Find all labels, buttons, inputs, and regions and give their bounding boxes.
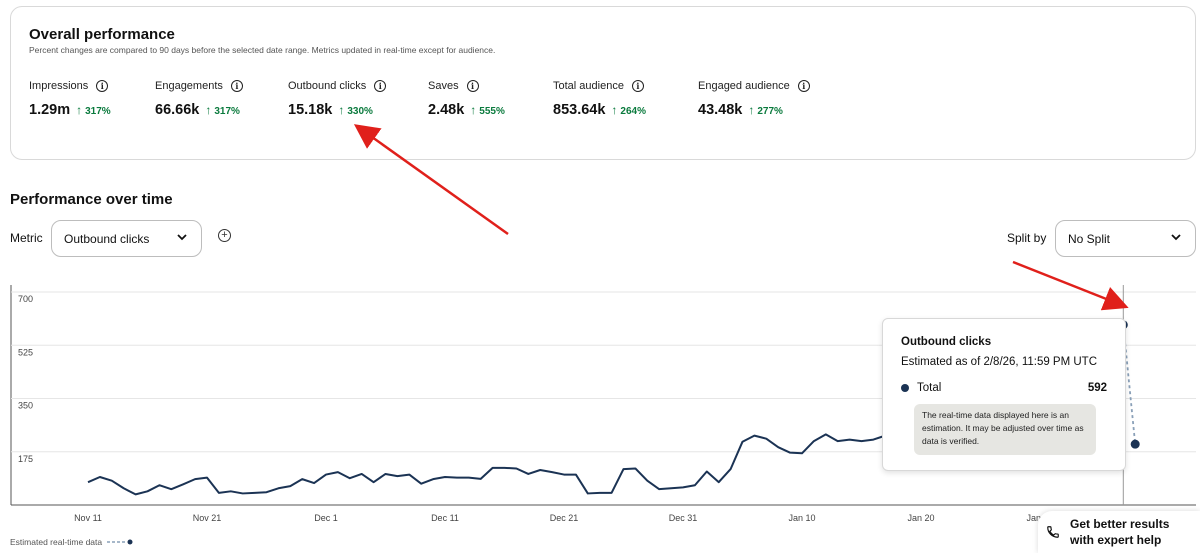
metric-select-value: Outbound clicks [64,231,150,246]
y-tick-label: 700 [18,294,33,304]
section-title: Performance over time [10,191,173,208]
expert-help-button[interactable]: Get better results with expert help [1038,511,1200,553]
arrow-up-icon: ↑ [470,103,477,117]
y-tick-label: 350 [18,401,33,411]
metric-name: Saves [428,80,459,92]
arrow-up-icon: ↑ [205,103,212,117]
metric-change: ↑ 264% [611,103,646,117]
arrow-up-icon: ↑ [611,103,618,117]
chevron-down-icon [177,234,187,241]
info-icon[interactable]: i [466,80,479,92]
tooltip-title: Outbound clicks [901,336,992,348]
arrow-up-icon: ↑ [748,103,755,117]
x-tick-label: Nov 21 [193,513,222,523]
metric-select[interactable]: Outbound clicks [51,220,202,257]
add-metric-icon[interactable]: + [218,229,231,242]
metric-value: 2.48k [428,102,465,118]
estimated-data-point [1130,439,1140,449]
x-tick-label: Dec 21 [550,513,579,523]
x-tick-label: Dec 1 [314,513,338,523]
x-tick-label: Jan 10 [788,513,815,523]
tooltip-subtitle: Estimated as of 2/8/26, 11:59 PM UTC [901,356,1098,368]
chart-tooltip: Outbound clicks Estimated as of 2/8/26, … [882,318,1126,471]
metric-engaged-audience[interactable]: Engaged audience i 43.48k ↑ 277% [698,79,810,118]
info-icon[interactable]: i [797,80,810,92]
arrow-up-icon: ↑ [76,103,83,117]
split-select-label: Split by [1007,231,1047,245]
metric-engagements[interactable]: Engagements i 66.66k ↑ 317% [155,79,243,118]
metric-name: Engagements [155,80,223,92]
x-tick-label: Dec 31 [669,513,698,523]
metric-value: 1.29m [29,102,71,118]
expert-help-label: Get better results with expert help [1070,517,1170,547]
y-tick-label: 525 [18,347,33,357]
overall-performance-card: Overall performance Percent changes are … [10,6,1196,160]
dashed-line-icon [107,539,133,545]
metric-change: ↑ 317% [205,103,240,117]
metric-impressions[interactable]: Impressions i 1.29m ↑ 317% [29,79,111,118]
info-icon[interactable]: i [374,80,387,92]
tooltip-note: The real-time data displayed here is an … [914,404,1096,455]
x-tick-label: Jan 20 [907,513,934,523]
metric-change: ↑ 330% [338,103,373,117]
metric-outbound-clicks[interactable]: Outbound clicks i 15.18k ↑ 330% [288,79,387,118]
metric-value: 15.18k [288,102,333,118]
arrow-up-icon: ↑ [338,103,345,117]
metric-value: 43.48k [698,102,743,118]
legend-label: Estimated real-time data [10,537,103,547]
metric-saves[interactable]: Saves i 2.48k ↑ 555% [428,79,505,118]
metric-name: Outbound clicks [288,80,367,92]
metric-change: ↑ 277% [748,103,783,117]
info-icon[interactable]: i [96,80,109,92]
x-tick-label: Dec 11 [431,513,459,523]
metric-value: 66.66k [155,102,200,118]
metric-name: Total audience [553,80,624,92]
chevron-down-icon [1171,234,1181,241]
metric-select-label: Metric [10,231,43,245]
chart-legend: Estimated real-time data [10,537,133,547]
metric-name: Impressions [29,80,89,92]
card-subtitle: Percent changes are compared to 90 days … [29,45,496,55]
info-icon[interactable]: i [230,80,243,92]
metric-value: 853.64k [553,102,606,118]
y-tick-label: 175 [18,454,33,464]
series-dot-icon [901,384,909,392]
x-axis-ticks: Nov 11 Nov 21 Dec 1 Dec 11 Dec 21 Dec 31 Jan 1… [74,513,1053,523]
phone-icon [1047,526,1059,538]
tooltip-value: 592 [1087,382,1107,394]
card-title: Overall performance [29,26,175,43]
metric-change: ↑ 317% [76,103,111,117]
info-icon[interactable]: i [631,80,644,92]
metric-change: ↑ 555% [470,103,505,117]
metric-total-audience[interactable]: Total audience i 853.64k ↑ 264% [553,79,646,118]
split-select-value: No Split [1068,231,1111,246]
metric-name: Engaged audience [698,80,790,92]
tooltip-row: Total 592 [901,382,1107,394]
split-select[interactable]: No Split [1055,220,1196,257]
tooltip-series-name: Total [917,382,942,394]
x-tick-label: Nov 11 [74,513,102,523]
